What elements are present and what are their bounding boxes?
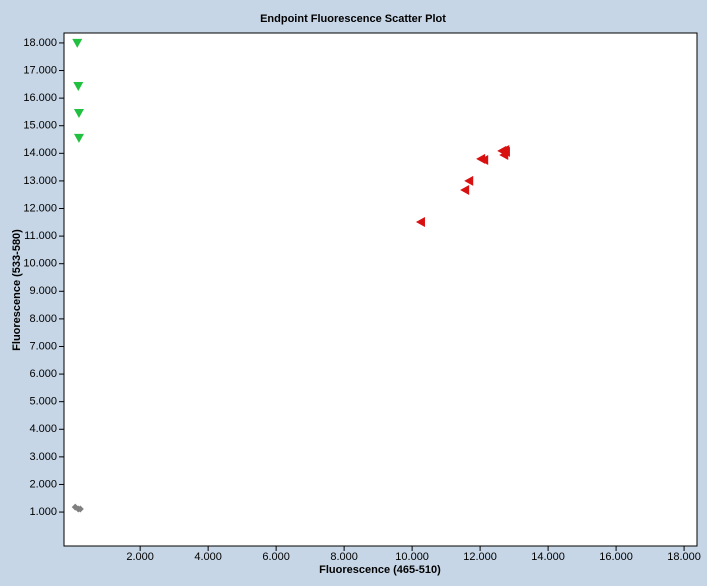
y-tick-label: 7.000 <box>29 340 57 352</box>
plot-area <box>63 32 698 547</box>
y-tick-label: 2.000 <box>29 478 57 490</box>
y-tick-label: 1.000 <box>29 506 57 518</box>
chart-title: Endpoint Fluorescence Scatter Plot <box>260 13 446 25</box>
point <box>460 185 470 196</box>
y-tick-label: 13.000 <box>23 175 57 187</box>
y-tick-label: 8.000 <box>29 313 57 325</box>
y-tick-label: 14.000 <box>23 147 57 159</box>
x-tick-label: 18.000 <box>667 551 701 563</box>
point <box>73 109 84 119</box>
y-tick-label: 9.000 <box>29 285 57 297</box>
x-tick-label: 10.000 <box>395 551 429 563</box>
x-tick-label: 2.000 <box>126 551 154 563</box>
point <box>73 81 84 91</box>
x-tick-label: 8.000 <box>330 551 358 563</box>
y-tick-label: 4.000 <box>29 423 57 435</box>
y-tick-label: 10.000 <box>23 258 57 270</box>
point <box>479 154 489 165</box>
x-tick-label: 4.000 <box>194 551 222 563</box>
point <box>72 38 83 48</box>
x-axis-label: Fluorescence (465-510) <box>319 564 441 576</box>
x-tick-label: 6.000 <box>262 551 290 563</box>
y-tick-label: 11.000 <box>24 230 57 242</box>
y-axis-label: Fluorescence (533-580) <box>11 229 23 351</box>
point <box>415 217 425 228</box>
y-tick-label: 5.000 <box>29 396 57 408</box>
y-tick-label: 17.000 <box>23 64 57 76</box>
point <box>73 133 84 143</box>
y-tick-label: 3.000 <box>29 451 57 463</box>
x-tick-label: 16.000 <box>599 551 633 563</box>
y-tick-label: 16.000 <box>23 92 57 104</box>
point <box>464 175 474 186</box>
point <box>76 505 84 513</box>
y-tick-label: 15.000 <box>23 120 57 132</box>
x-tick-label: 12.000 <box>463 551 497 563</box>
y-tick-label: 12.000 <box>23 202 57 214</box>
point <box>500 146 510 157</box>
x-tick-label: 14.000 <box>531 551 565 563</box>
y-tick-label: 6.000 <box>29 368 57 380</box>
y-tick-label: 18.000 <box>23 37 57 49</box>
